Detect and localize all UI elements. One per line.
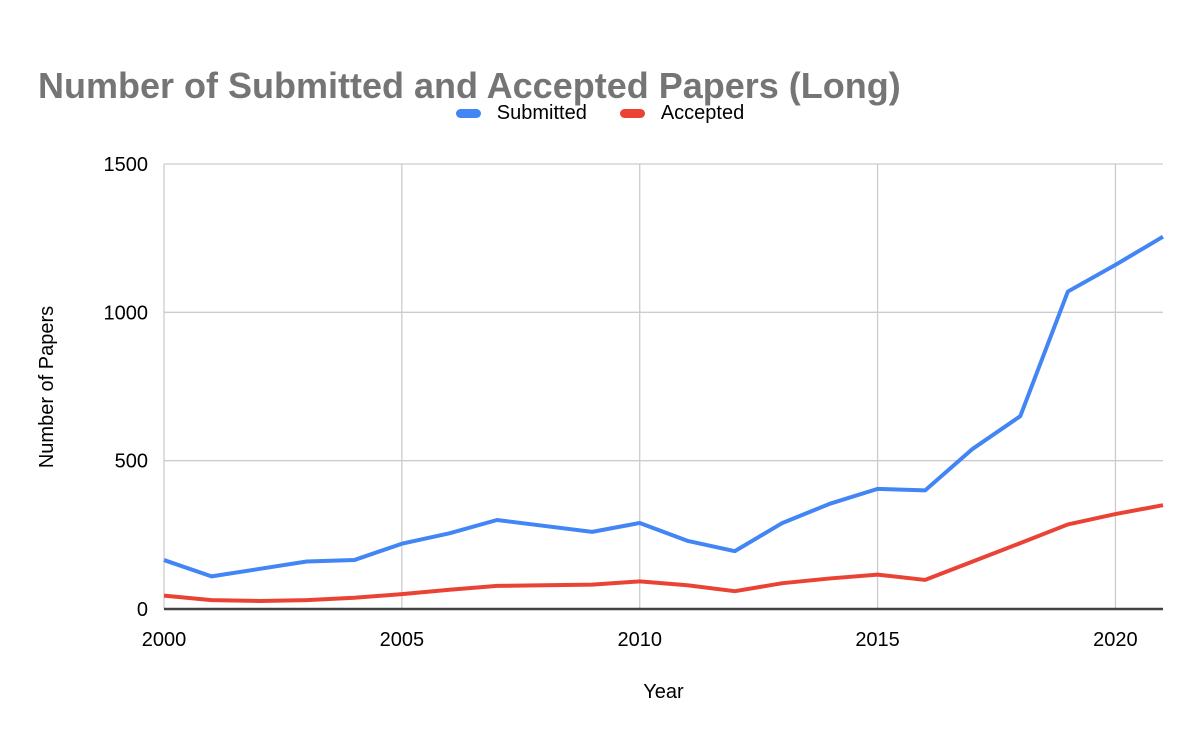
x-tick-label: 2020: [1093, 629, 1138, 651]
y-tick-label: 0: [137, 599, 148, 621]
x-tick-label: 2015: [855, 629, 900, 651]
legend-swatch-accepted: [619, 108, 645, 118]
legend-item-accepted: Accepted: [619, 101, 745, 125]
legend-label-submitted: Submitted: [496, 101, 587, 124]
y-tick-label: 1000: [104, 302, 149, 324]
legend-swatch-submitted: [455, 108, 481, 118]
y-tick-label: 500: [115, 451, 148, 473]
gridlines: [163, 163, 1163, 609]
legend: Submitted Accepted: [0, 100, 1200, 126]
x-tick-label: 2005: [380, 629, 425, 651]
x-tick-label: 2010: [617, 629, 662, 651]
y-axis-title: Number of Papers: [36, 305, 58, 469]
chart-title: Number of Submitted and Accepted Papers …: [38, 65, 901, 107]
legend-label-accepted: Accepted: [660, 101, 745, 124]
x-axis-title: Year: [643, 681, 684, 703]
series-line-submitted: [163, 234, 1165, 579]
y-tick-label: 1500: [104, 154, 149, 176]
series-line-accepted: [163, 503, 1164, 603]
legend-item-submitted: Submitted: [455, 101, 587, 125]
x-tick-label: 2000: [142, 629, 187, 651]
